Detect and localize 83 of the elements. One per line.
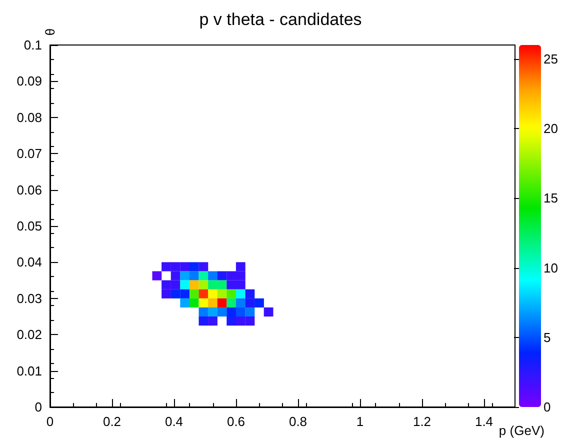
point xyxy=(245,298,255,308)
y-tick-label: 0.05 xyxy=(16,218,42,234)
point xyxy=(217,298,227,308)
y-tick-label: 0.03 xyxy=(16,290,42,306)
color-bar-label: 25 xyxy=(544,51,558,66)
point xyxy=(152,271,162,280)
point xyxy=(180,289,190,298)
x-tick-label: 0.2 xyxy=(102,414,122,429)
color-bar-label: 20 xyxy=(544,121,558,136)
point xyxy=(226,307,236,317)
point xyxy=(198,307,208,317)
point xyxy=(208,307,218,317)
point xyxy=(236,316,246,326)
point xyxy=(226,271,236,280)
point xyxy=(208,280,218,290)
point xyxy=(189,289,199,298)
point xyxy=(236,262,246,272)
point xyxy=(254,298,264,308)
point xyxy=(189,262,199,272)
point xyxy=(217,289,227,298)
point xyxy=(189,298,199,308)
point xyxy=(208,271,218,280)
point xyxy=(180,271,190,280)
x-tick-label: 1 xyxy=(356,414,364,429)
x-tick-label: 1.4 xyxy=(474,414,494,429)
y-tick-label: 0.1 xyxy=(24,38,42,52)
point xyxy=(236,307,246,317)
point xyxy=(180,280,190,290)
y-tick-label: 0.09 xyxy=(16,74,42,89)
x-axis-title: p (GeV) xyxy=(498,423,544,438)
point xyxy=(217,307,227,317)
y-tick-label: 0 xyxy=(34,400,42,414)
point xyxy=(198,289,208,298)
y-tick-label: 0.01 xyxy=(16,363,42,378)
point xyxy=(208,316,218,326)
color-bar-label: 10 xyxy=(544,260,558,276)
y-tick-label: 0.04 xyxy=(16,254,42,270)
point xyxy=(245,307,255,317)
point xyxy=(170,262,180,272)
point xyxy=(189,280,199,290)
point xyxy=(226,298,236,308)
point xyxy=(170,280,180,290)
point xyxy=(226,289,236,298)
point xyxy=(198,298,208,308)
x-tick-label: 0.4 xyxy=(164,414,184,429)
color-bar-label: 15 xyxy=(544,190,558,206)
point xyxy=(198,271,208,280)
chart-title: p v theta - candidates xyxy=(199,10,362,29)
point xyxy=(198,262,208,272)
point xyxy=(162,280,171,290)
point xyxy=(162,289,171,298)
point xyxy=(208,298,218,308)
y-axis-title: θ xyxy=(42,28,58,36)
point xyxy=(217,271,227,280)
point xyxy=(245,316,255,326)
point xyxy=(236,298,246,308)
y-tick-label: 0.02 xyxy=(16,327,42,342)
point xyxy=(226,316,236,326)
y-tick-label: 0.06 xyxy=(16,182,42,198)
point xyxy=(198,316,208,326)
point xyxy=(180,262,190,272)
color-bar-label: 5 xyxy=(544,330,551,345)
point xyxy=(170,271,180,280)
point xyxy=(180,298,190,308)
point xyxy=(162,262,171,272)
point xyxy=(208,289,218,298)
x-tick-label: 0.6 xyxy=(226,414,246,429)
point xyxy=(236,280,246,290)
point xyxy=(170,289,180,298)
x-tick-label: 0.8 xyxy=(288,414,308,429)
point xyxy=(226,280,236,290)
color-bar-label: 0 xyxy=(544,400,551,414)
point xyxy=(245,289,255,298)
point xyxy=(217,280,227,290)
y-tick-label: 0.07 xyxy=(16,146,42,162)
point xyxy=(198,280,208,290)
x-tick-label: 0 xyxy=(46,414,54,429)
y-tick-label: 0.08 xyxy=(16,110,42,125)
point xyxy=(189,271,199,280)
point xyxy=(236,271,246,280)
point xyxy=(264,307,274,317)
point xyxy=(236,289,246,298)
x-tick-label: 1.2 xyxy=(412,414,432,429)
